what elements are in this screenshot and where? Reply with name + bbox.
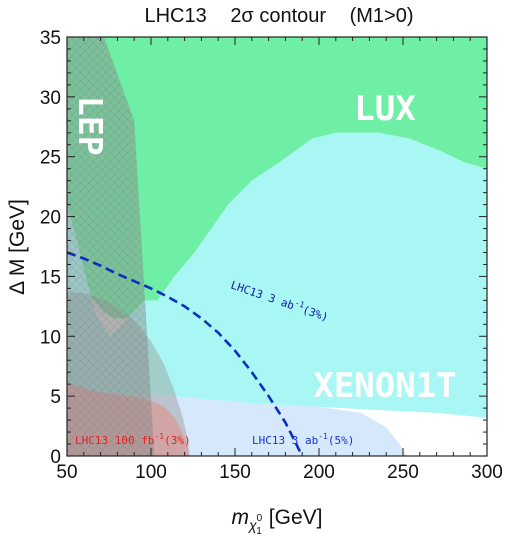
x-tick-label: 150 [219,462,251,483]
regions-layer [67,37,487,456]
x-label-unit: [GeV] [269,506,323,529]
x-tick-label: 300 [471,462,503,483]
tick-labels-layer: 50 100 150 200 250 300 0 5 10 15 20 25 30 35 [40,28,503,483]
lep-label: LEP [71,96,110,156]
x-tick-label: 250 [387,462,419,483]
x-label-prefix: m [232,506,250,529]
ticks-layer [66,36,488,457]
y-tick-label: 0 [50,447,61,468]
chart-title: LHC13 2σ contour (M1>0) [144,5,413,27]
lhc-100fb-base: LHC13 100 fb [75,434,154,447]
lhc-100fb-label: LHC13 100 fb-1(3%) [75,432,191,447]
x-label-sub-sup: 0 [257,513,263,524]
x-axis-label: mχ0 1 [GeV] [232,506,323,537]
xenon-label: XENON1T [313,366,456,406]
title-sigma: 2σ contour [230,5,326,27]
y-tick-label: 25 [40,148,61,169]
y-axis-label: Δ M [GeV] [6,199,29,295]
y-tick-label: 15 [40,267,61,288]
x-tick-label: 100 [135,462,167,483]
x-tick-label: 50 [56,462,77,483]
lhc-3ab-3pct-sup: -1 [294,298,306,310]
y-tick-label: 10 [40,327,61,348]
x-label-sub: χ [247,517,257,533]
region-lux [67,37,487,319]
y-tick-label: 30 [40,88,61,109]
title-sign: (M1>0) [350,5,414,27]
lhc-3ab-5pct-base: LHC13 3 ab [252,434,318,447]
y-tick-label: 20 [40,208,61,229]
region-lep-hatch [67,37,155,456]
y-tick-label: 5 [50,387,61,408]
plot-frame [66,36,488,457]
lhc-3ab-5pct-sup: -1 [318,432,328,441]
lhc-3ab-5pct-tail: (5%) [328,434,355,447]
y-tick-label: 35 [40,28,61,49]
series-line-0 [67,251,304,456]
x-label-sub-sub: 1 [256,526,262,537]
series-layer [67,251,304,456]
region-xenon [67,132,487,418]
title-collider: LHC13 [144,5,206,27]
lhc-100fb-sup: -1 [154,432,164,441]
lhc-3ab-5pct-label: LHC13 3 ab-1(5%) [252,432,354,447]
x-tick-label: 200 [303,462,335,483]
lux-label: LUX [354,89,416,129]
lhc-100fb-tail: (3%) [164,434,191,447]
